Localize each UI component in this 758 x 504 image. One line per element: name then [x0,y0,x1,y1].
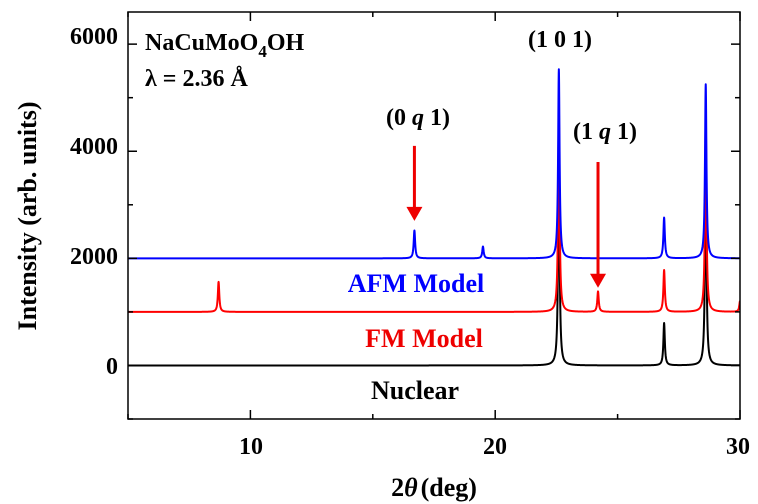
compound-label: NaCuMoO4OH [145,30,305,61]
arrow-head-ann-0q1 [406,206,423,221]
series-layer [128,68,740,367]
peak-label-1-0-1: (1 0 1) [528,27,592,53]
y-axis-title: Intensity (arb. units) [13,102,42,331]
series-line-fm-model [128,112,740,313]
x-axis-title: 2θ (deg) [391,473,477,502]
series-line-afm-model [128,68,740,260]
legend-afm-model: AFM Model [348,269,484,298]
legend-nuclear: Nuclear [371,376,459,405]
peak-label-1-q-1: (1 q 1) [573,119,637,145]
plot-frame [127,11,741,420]
ytick-label-2000: 2000 [70,244,118,270]
xtick-label-10: 10 [239,434,263,460]
wavelength-label: λ = 2.36 Å [145,66,248,92]
ytick-label-6000: 6000 [70,24,118,50]
peak-label-0-q-1: (0 q 1) [386,105,450,131]
arrow-head-ann-1q1 [590,273,607,288]
xtick-label-20: 20 [483,434,507,460]
arrow-layer [406,145,607,288]
ytick-label-0: 0 [106,354,118,380]
xtick-label-30: 30 [726,434,750,460]
series-line-nuclear [128,139,740,367]
legend-fm-model: FM Model [365,324,483,353]
ytick-label-4000: 4000 [70,134,118,160]
tick-layer [127,12,741,420]
